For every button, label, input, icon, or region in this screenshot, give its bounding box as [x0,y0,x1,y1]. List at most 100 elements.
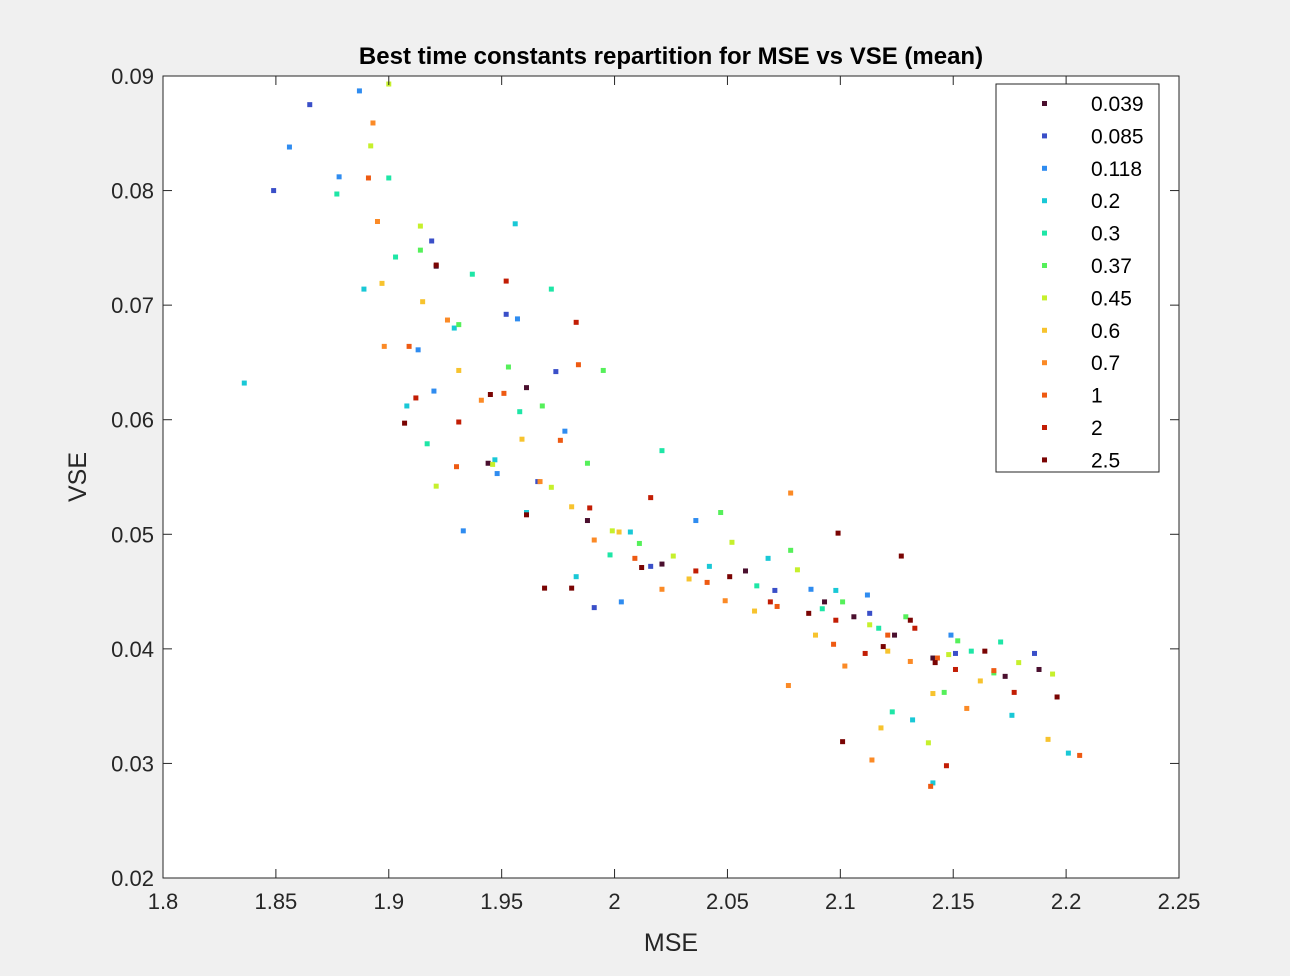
data-point [706,563,712,569]
data-point [729,539,735,545]
series-1 [365,175,1083,789]
data-point [955,638,961,644]
data-point [485,460,491,466]
x-tick-label: 2.05 [706,889,749,914]
legend-entry: 0.6 [1042,320,1120,343]
data-point [991,668,997,674]
data-point [1032,650,1038,656]
data-point [788,547,794,553]
data-point [433,262,439,268]
legend-label: 0.7 [1091,352,1120,375]
data-point [907,617,913,623]
data-point [537,479,543,485]
x-tick-label: 2.1 [825,889,856,914]
x-axis: 1.8 1.85 1.9 1.95 2 2.05 2.1 2.15 2.2 2.25 [148,76,1200,914]
data-point [591,605,597,611]
data-point [869,757,875,763]
data-point [932,660,938,666]
data-point [460,528,466,534]
data-point [639,565,645,571]
data-point [693,568,699,574]
legend-entry: 2 [1042,417,1103,440]
data-point [1054,694,1060,700]
data-point [722,598,728,604]
legend: 0.039 0.085 0.118 0.2 0.3 0.37 0.45 0.6 0.7 1 2 2.5 [995,83,1160,473]
legend-entry: 2.5 [1042,449,1120,472]
data-point [952,650,958,656]
data-point [952,666,958,672]
data-point [501,390,507,396]
data-point [1036,666,1042,672]
legend-marker [1042,230,1047,236]
legend-marker [1042,133,1047,139]
data-point [584,460,590,466]
data-point [892,632,898,638]
data-point [492,457,498,463]
x-tick-label: 2.15 [932,889,975,914]
x-axis-label: MSE [644,929,698,957]
data-point [754,583,760,589]
data-point [693,518,699,524]
data-point [835,530,841,536]
data-point [659,561,665,567]
data-point [361,286,367,292]
data-point [910,717,916,723]
data-point [842,663,848,669]
data-point [977,678,983,684]
data-point [943,763,949,769]
data-point [862,650,868,656]
series-0.118 [286,88,954,638]
data-point [878,725,884,731]
data-point [424,441,430,447]
y-tick-label: 0.09 [111,64,154,89]
scatter-points [241,81,1083,789]
x-tick-label: 2.2 [1051,889,1082,914]
data-point [1045,736,1051,742]
data-point [946,652,952,658]
legend-marker [1042,263,1047,268]
data-point [569,585,575,591]
data-point [271,188,277,194]
data-point [591,537,597,543]
x-tick-label: 1.95 [480,889,523,914]
data-point [379,280,385,286]
data-point [539,403,545,409]
y-axis-label: VSE [64,452,92,502]
data-point [241,380,247,386]
data-point [553,369,559,375]
data-point [1077,752,1083,758]
legend-label: 0.45 [1091,287,1132,310]
data-point [451,325,457,331]
data-point [774,603,780,609]
series-2 [413,278,1017,769]
data-point [456,367,462,373]
data-point [898,553,904,559]
data-point [822,599,828,605]
legend-marker [1042,295,1047,301]
data-point [478,397,484,403]
data-point [393,254,399,260]
data-point [618,599,624,605]
data-point [307,102,313,108]
data-point [670,553,676,559]
legend-label: 2 [1091,417,1103,440]
legend-label: 0.118 [1091,158,1142,181]
data-point [727,574,733,580]
data-point [417,223,423,229]
legend-marker [1042,425,1047,430]
data-point [600,367,606,373]
x-tick-label: 1.8 [148,889,179,914]
y-tick-label: 0.03 [111,751,154,776]
data-point [752,608,758,614]
series-0.37 [417,247,997,695]
data-point [370,120,376,126]
y-tick-label: 0.04 [111,637,154,662]
data-point [928,783,934,789]
data-point [788,490,794,496]
data-point [402,420,408,426]
legend-label: 0.6 [1091,320,1120,343]
data-point [505,364,511,370]
legend-marker [1042,360,1047,366]
data-point [840,739,846,745]
data-point [885,632,891,638]
